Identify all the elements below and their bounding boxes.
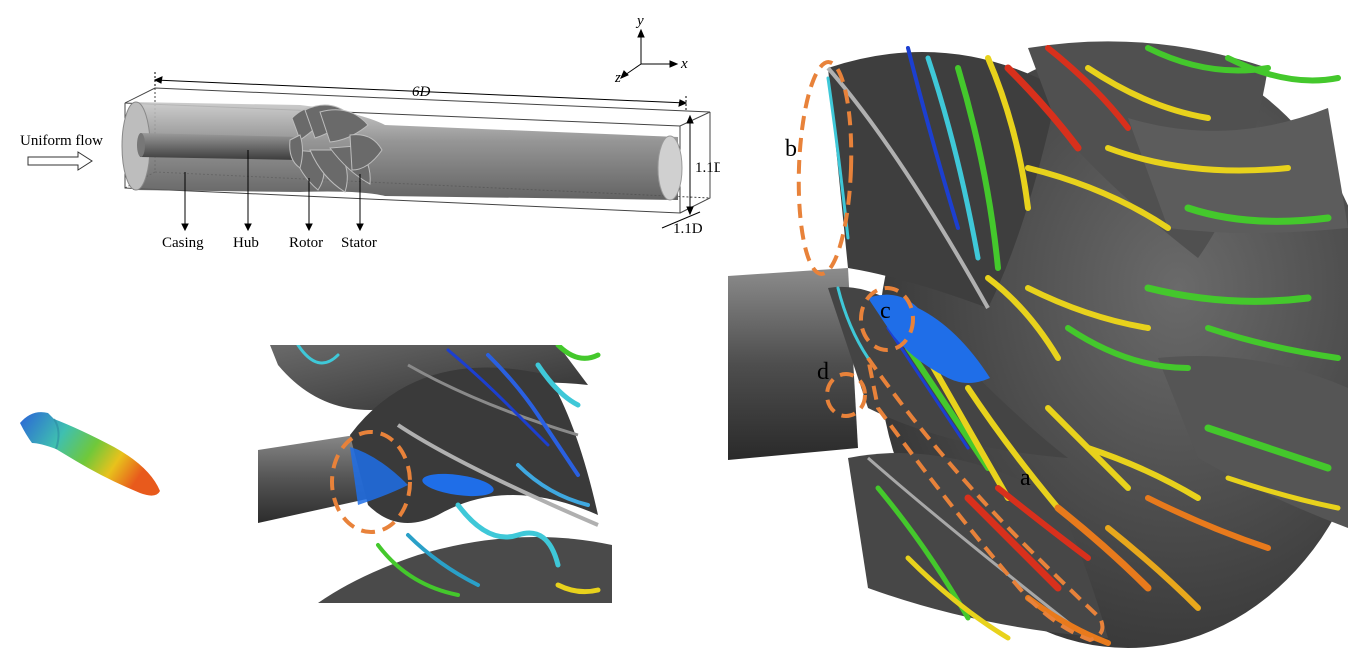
zoom-vortex-filaments — [296, 345, 601, 597]
height-label: 1.1D — [695, 160, 720, 176]
label-c: c — [880, 298, 891, 324]
part-label-hub: Hub — [233, 235, 259, 251]
main-render: a b c d — [728, 28, 1348, 656]
main-fish — [868, 294, 990, 383]
duct-schematic: 6D 1.1D 1.1D Uniform flow y x z — [0, 0, 720, 270]
axis-x-label: x — [680, 56, 688, 72]
main-highlight-shapes — [796, 60, 1105, 643]
part-leaders — [181, 150, 364, 232]
highlight-ellipse-zoom — [330, 430, 412, 534]
main-vortex-filaments — [826, 45, 1341, 646]
height-dimension — [686, 114, 694, 216]
depth-label: 1.1D — [673, 221, 703, 237]
fish-icon — [20, 412, 160, 496]
inflow-label: Uniform flow — [20, 133, 103, 149]
part-label-stator: Stator — [341, 235, 377, 251]
rotor-stator-blades — [289, 104, 383, 193]
main-render-svg: a b c d — [728, 41, 1348, 648]
duct-schematic-svg: 6D 1.1D 1.1D Uniform flow y x z — [20, 13, 720, 251]
inflow-arrow-icon — [27, 151, 93, 171]
axes-icon — [620, 28, 679, 79]
label-b: b — [785, 136, 797, 162]
fish-model — [10, 395, 170, 510]
axis-z-label: z — [614, 70, 621, 86]
depth-dimension — [661, 211, 701, 229]
zoom-panel-svg — [258, 345, 612, 603]
zoom-panel — [258, 345, 612, 603]
main-hub — [728, 268, 858, 460]
length-label: 6D — [412, 84, 431, 100]
length-dimension — [153, 72, 688, 112]
casing-body — [121, 101, 683, 201]
label-d: d — [817, 359, 829, 385]
part-label-casing: Casing — [162, 235, 204, 251]
hub-shaft — [140, 133, 300, 160]
label-a: a — [1020, 465, 1031, 491]
axis-y-label: y — [635, 13, 644, 29]
part-label-rotor: Rotor — [289, 235, 323, 251]
